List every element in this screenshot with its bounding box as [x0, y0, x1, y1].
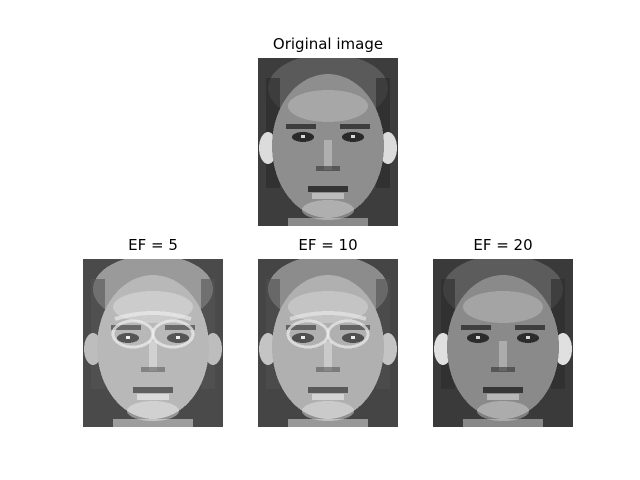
- ef20-title: EF = 20: [473, 236, 533, 254]
- original-face-image: [258, 58, 398, 226]
- ef10-title: EF = 10: [298, 236, 358, 254]
- ef5-title: EF = 5: [128, 236, 178, 254]
- original-image-title: Original image: [272, 35, 384, 53]
- ef10-face-image: [258, 259, 398, 427]
- ef5-face-image: [83, 259, 223, 427]
- ef20-face-image: [433, 259, 573, 427]
